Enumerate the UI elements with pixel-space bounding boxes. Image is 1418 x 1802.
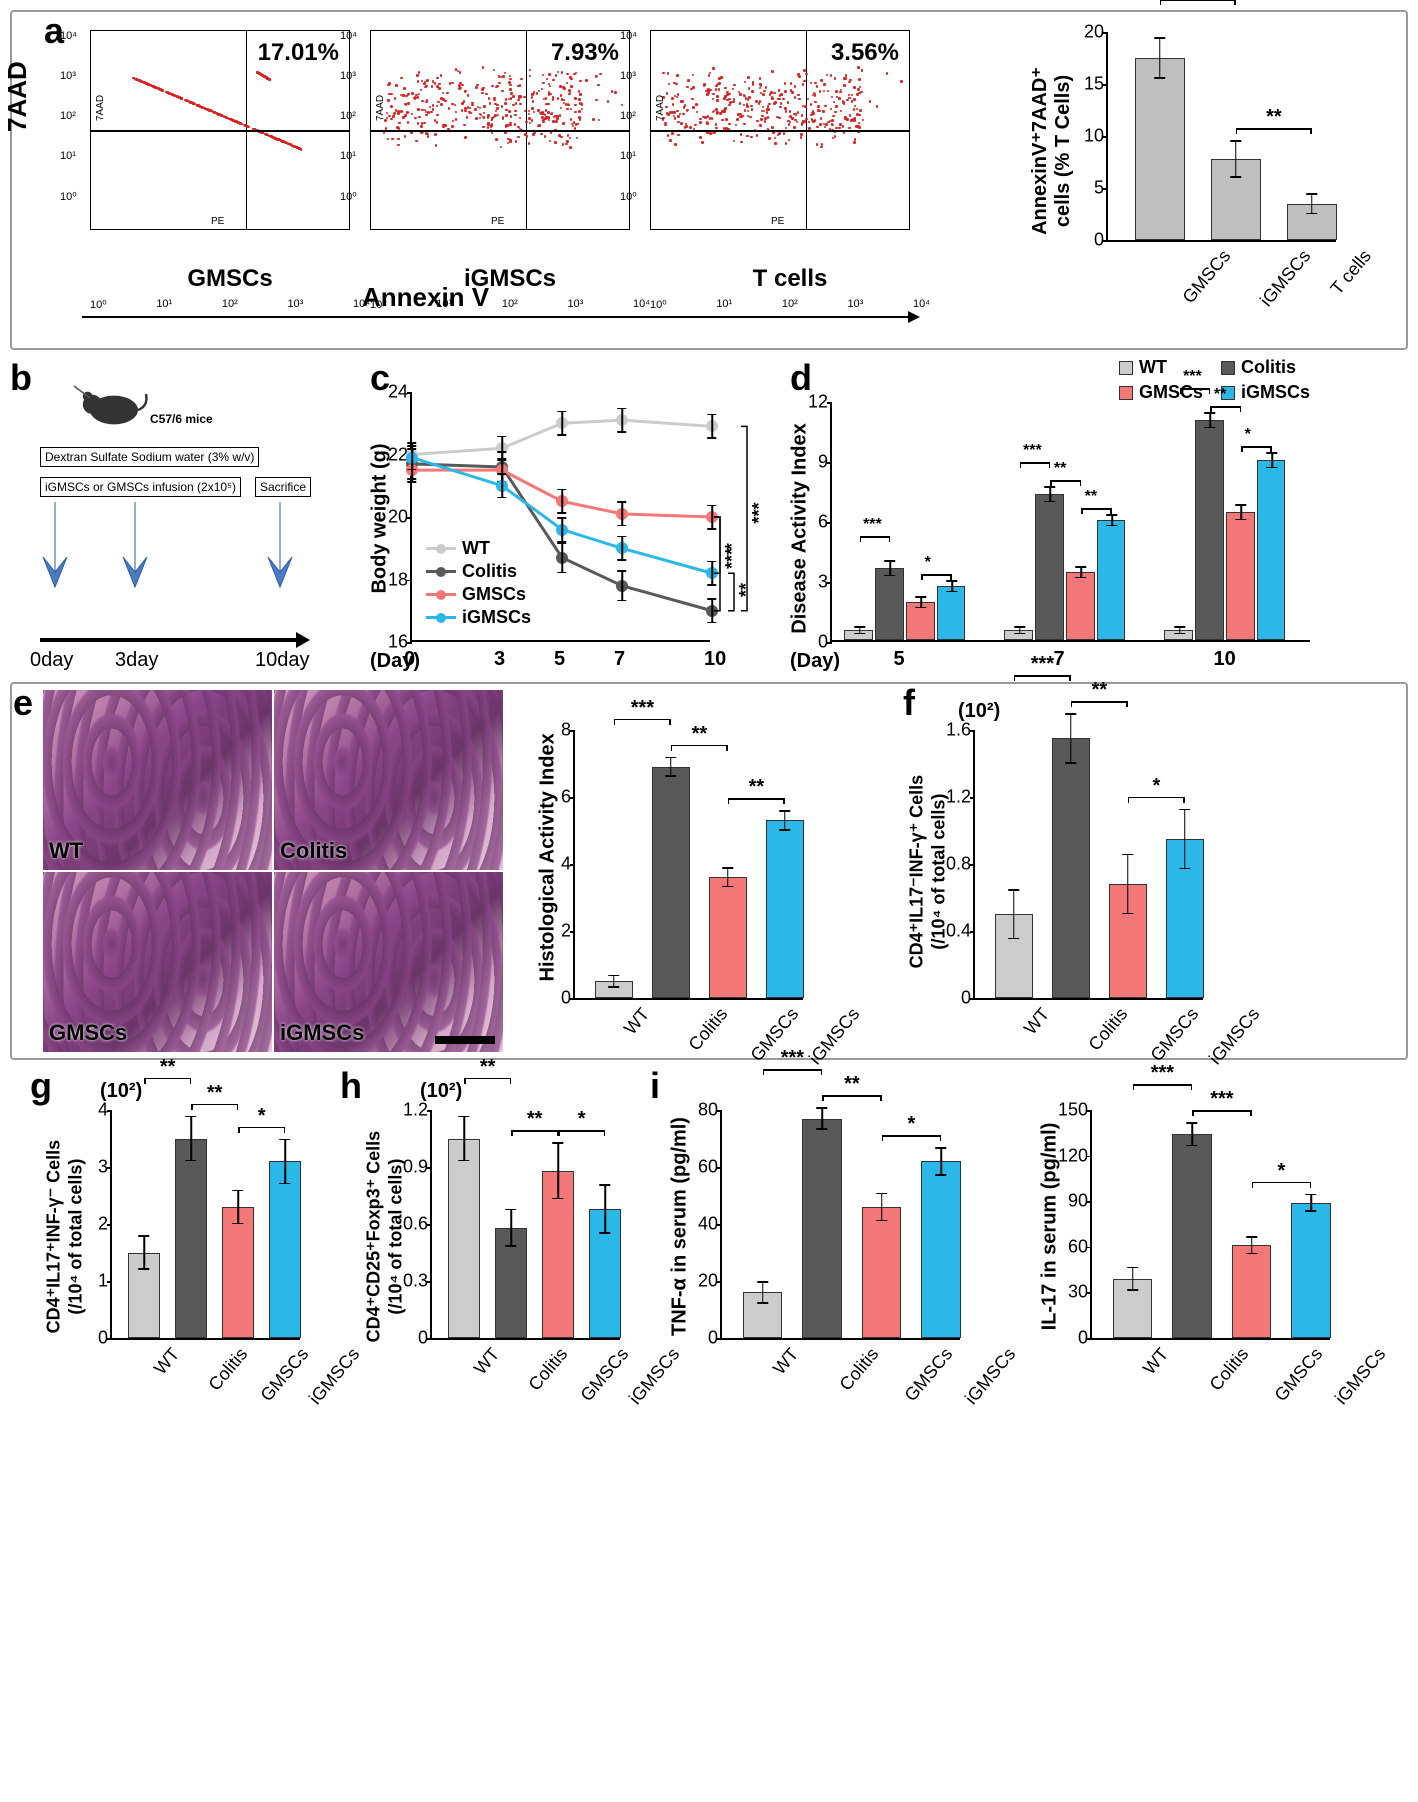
panel-a-barchart: AnnexinV⁺7AAD⁺cells (% T Cells) 05101520… — [1066, 32, 1386, 242]
panel-h: h (10²) CD4⁺CD25⁺Foxp3⁺ Cells(/10⁴ of to… — [320, 1080, 630, 1340]
panel-a: a 7AAD 17.01%7AADPE10⁴10³10²10¹10⁰10⁰10¹… — [10, 10, 1408, 350]
panel-e: e WTColitisGMSCsiGMSCs — [18, 690, 503, 1052]
histology-grid: WTColitisGMSCsiGMSCs — [43, 690, 503, 1052]
bar-igmscs — [269, 1161, 300, 1338]
facs-group-label: GMSCs — [90, 265, 370, 293]
facs-percent: 17.01% — [258, 39, 339, 67]
panel-c-xlabel: (Day) — [370, 650, 420, 673]
panel-g: g (10²) CD4⁺IL17⁺INF-γ⁻ Cells(/10⁴ of to… — [10, 1080, 320, 1340]
panel-e-bar-ylabel: Histological Activity Index — [537, 742, 560, 982]
row-ghi: g (10²) CD4⁺IL17⁺INF-γ⁻ Cells(/10⁴ of to… — [10, 1080, 1408, 1340]
panel-f: f (10²) CD4⁺IL17⁻INF-γ⁺ Cells(/10⁴ of to… — [863, 690, 1233, 1000]
panel-g-bar-area: 01234WTColitisGMSCsiGMSCs***** — [110, 1110, 300, 1340]
panel-i-il17-ylabel: IL-17 in serum (pg/ml) — [1039, 1107, 1062, 1347]
timeline-day-10: 10day — [255, 649, 310, 672]
facs-group-label: T cells — [650, 265, 930, 293]
facs-plot-t cells: 3.56%7AADPE10⁴10³10²10¹10⁰10⁰10¹10²10³10… — [650, 30, 930, 293]
timeline-box-infusion: iGMSCs or GMSCs infusion (2x10⁵) — [40, 477, 241, 497]
panel-d-ylabel: Disease Activity Index — [789, 419, 812, 639]
histology-wt: WT — [43, 690, 272, 870]
panel-h-ylabel: CD4⁺CD25⁺Foxp3⁺ Cells(/10⁴ of total cell… — [363, 1117, 406, 1357]
panel-a-x-arrow — [82, 316, 912, 318]
panel-d: d Disease Activity Index WTColitisGMSCsi… — [760, 362, 1350, 642]
panel-e-barchart: Histological Activity Index 02468WTColit… — [513, 690, 863, 1000]
bar-igmscs — [1291, 1203, 1331, 1338]
panel-ef-box: e WTColitisGMSCsiGMSCs Histological Acti… — [10, 682, 1408, 1060]
timeline-day-3: 3day — [115, 649, 158, 672]
panel-g-ylabel: CD4⁺IL17⁺INF-γ⁻ Cells(/10⁴ of total cell… — [43, 1117, 86, 1357]
panel-a-xaxis-label: Annexin V — [362, 282, 489, 313]
panel-b: C57/6 mice Dextran Sulfate Sodium water … — [40, 362, 330, 682]
bar-colitis — [1052, 738, 1090, 998]
timeline-box-dss: Dextran Sulfate Sodium water (3% w/v) — [40, 447, 259, 467]
bar-colitis — [802, 1119, 842, 1338]
bar-wt — [448, 1139, 479, 1339]
panel-f-label: f — [903, 682, 915, 724]
timeline-box-sacrifice: Sacrifice — [255, 477, 311, 497]
panel-i-tnf-area: 020406080WTColitisGMSCsiGMSCs****** — [720, 1110, 960, 1340]
mouse-icon — [70, 372, 150, 432]
timeline-day-0: 0day — [30, 649, 73, 672]
timeline-arrow-1 — [35, 502, 75, 602]
facs-percent: 3.56% — [831, 39, 899, 67]
panel-i-tnf-ylabel: TNF-α in serum (pg/ml) — [669, 1107, 692, 1347]
panel-f-bar-area: 00.40.81.21.6WTColitisGMSCsiGMSCs****** — [973, 730, 1203, 1000]
bar-gmscs — [1135, 58, 1186, 240]
panel-b-wrapper: b C57/6 mice Dextran Sulfate Sodium wate… — [10, 362, 330, 682]
bar-gmscs — [222, 1207, 253, 1338]
panel-d-xlabel: (Day) — [790, 650, 840, 673]
bar-gmscs — [1232, 1245, 1272, 1338]
bar-colitis — [1172, 1134, 1212, 1338]
panel-c-plot-area: WTColitisGMSCsiGMSCs 1618202224035710***… — [410, 392, 710, 642]
panel-a-bar-area: 05101520GMSCsiGMSCsT cells******** — [1106, 32, 1336, 242]
row-bcd: b C57/6 mice Dextran Sulfate Sodium wate… — [10, 362, 1408, 682]
panel-a-yaxis-label: 7AAD — [2, 61, 33, 132]
bar-gmscs — [862, 1207, 902, 1338]
panel-i: i TNF-α in serum (pg/ml) 020406080WTColi… — [630, 1080, 1390, 1340]
scale-bar — [435, 1036, 495, 1044]
panel-a-bar-ylabel: AnnexinV⁺7AAD⁺cells (% T Cells) — [1027, 51, 1075, 251]
histology-igmscs: iGMSCs — [274, 872, 503, 1052]
panel-h-label: h — [340, 1065, 362, 1107]
bar-colitis — [652, 767, 690, 998]
bar-igmscs — [921, 1161, 961, 1338]
panel-e-bar-area: 02468WTColitisGMSCsiGMSCs******* — [573, 730, 803, 1000]
histology-colitis: Colitis — [274, 690, 503, 870]
bar-colitis — [175, 1139, 206, 1339]
facs-plot-gmscs: 17.01%7AADPE10⁴10³10²10¹10⁰10⁰10¹10²10³1… — [90, 30, 370, 293]
timeline-bar — [40, 638, 300, 642]
timeline-arrow-2 — [115, 502, 155, 602]
histology-gmscs: GMSCs — [43, 872, 272, 1052]
bar-gmscs — [709, 877, 747, 998]
panel-d-plot-area: 0369125****7*******10****** — [830, 402, 1310, 642]
panel-g-label: g — [30, 1065, 52, 1107]
panel-i-il17-area: 0306090120150WTColitisGMSCsiGMSCs******* — [1090, 1110, 1330, 1340]
panel-b-label: b — [10, 357, 32, 399]
svg-text:**: ** — [736, 583, 756, 597]
panel-e-label: e — [13, 682, 33, 724]
facs-percent: 7.93% — [551, 39, 619, 67]
bar-igmscs — [766, 820, 804, 998]
svg-text:*: * — [722, 543, 742, 550]
facs-plot-igmscs: 7.93%7AADPE10⁴10³10²10¹10⁰10⁰10¹10²10³10… — [370, 30, 650, 293]
panel-c: c Body weight (g) WTColitisGMSCsiGMSCs 1… — [330, 362, 760, 642]
mouse-strain-label: C57/6 mice — [150, 412, 213, 426]
timeline-arrow-3 — [260, 502, 300, 602]
figure-root: a 7AAD 17.01%7AADPE10⁴10³10²10¹10⁰10⁰10¹… — [0, 0, 1418, 1350]
panel-f-ylabel: CD4⁺IL17⁻INF-γ⁺ Cells(/10⁴ of total cell… — [906, 742, 949, 1002]
panel-h-bar-area: 00.30.60.91.2WTColitisGMSCsiGMSCs***** — [430, 1110, 620, 1340]
